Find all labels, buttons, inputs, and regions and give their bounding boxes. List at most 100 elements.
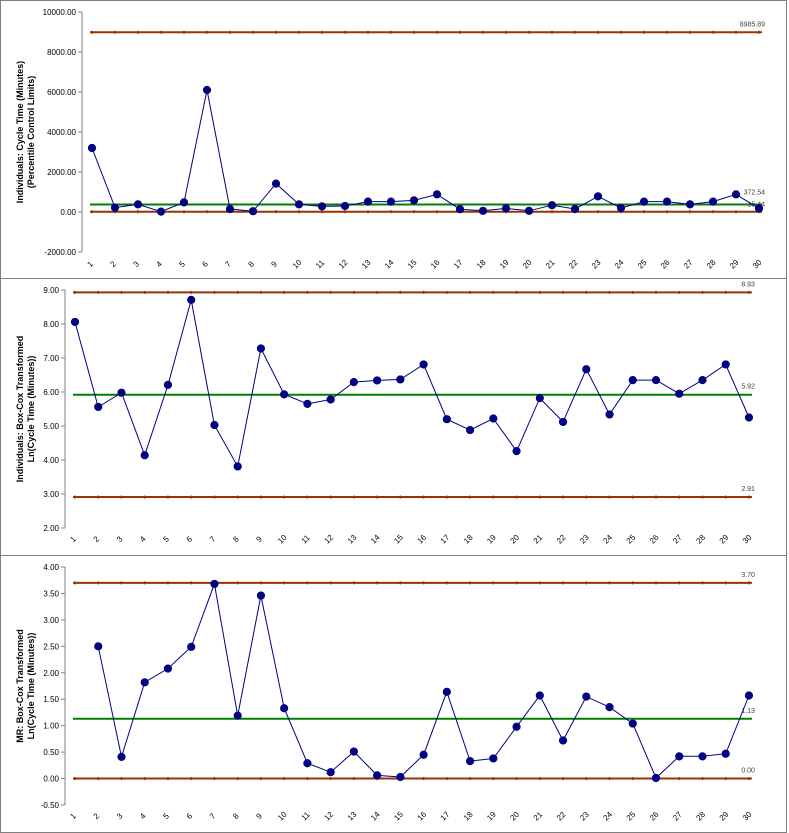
data-point [210,420,219,430]
data-point [512,447,521,456]
x-tick-label: 6 [185,811,195,821]
y-axis-title: Individuals: Cycle Time (Minutes) [15,61,25,203]
x-tick-label: 25 [625,810,638,823]
x-tick-label: 2 [92,534,102,544]
x-tick-label: 3 [131,259,141,269]
center-label: 1.13 [741,708,755,715]
x-tick-label: 5 [161,534,171,544]
data-point [179,198,189,207]
data-point [248,207,258,216]
x-tick-label: 14 [369,810,382,823]
y-tick-label: 4.00 [43,563,59,572]
x-tick-label: 19 [485,533,498,546]
data-point [721,749,730,758]
x-tick-label: 15 [392,810,405,823]
x-tick-label: 17 [452,258,465,271]
x-tick-label: 23 [578,810,591,823]
x-tick-label: 23 [578,533,591,546]
y-tick-label: 4.00 [43,456,59,465]
x-tick-label: 9 [254,811,264,821]
data-point [187,295,196,304]
data-point [708,197,718,206]
data-point [233,462,242,471]
data-point [547,201,557,210]
x-tick-label: 6 [185,534,195,544]
data-point [455,205,465,214]
data-point [187,642,196,651]
y-tick-label: 2.00 [43,524,59,533]
x-tick-label: 2 [108,259,118,269]
data-point [489,754,498,763]
data-point [465,425,475,435]
x-tick-label: 22 [555,810,568,823]
x-tick-label: 14 [383,258,396,271]
data-point [639,197,649,206]
x-tick-label: 7 [208,811,218,821]
y-axis-title: MR: Box-Cox Transformed [15,629,25,743]
x-tick-label: 16 [429,258,442,271]
y-tick-label: 3.50 [43,589,59,598]
data-point [442,415,451,424]
data-point [419,750,428,759]
data-point [117,388,126,397]
x-tick-label: 4 [154,259,164,269]
y-tick-label: 7.00 [43,354,59,363]
data-point [225,204,235,214]
y-axis-title: (Percentile Control Limits) [26,76,36,189]
x-tick-label: 14 [369,533,382,546]
data-point [294,200,304,209]
x-tick-label: 21 [532,533,545,546]
data-point [117,752,126,761]
y-axis-title: Individuals: Box-Cox Transformed [15,336,25,483]
data-point [651,376,661,385]
data-point [317,202,327,211]
center-label: 5.92 [741,384,755,391]
y-tick-label: 6.00 [43,388,59,397]
data-point [280,390,289,399]
data-point [110,203,120,212]
data-point [202,85,212,95]
lcl-label: 2.91 [741,486,755,493]
data-point [340,201,350,211]
ucl-label: 3.70 [741,572,755,579]
data-point [70,317,80,327]
data-point [210,579,219,589]
data-point [373,771,382,780]
y-axis-title: Ln(Cycle Time (Minutes)) [26,356,36,463]
data-point [524,206,534,215]
y-tick-label: 5.00 [43,422,59,431]
y-tick-label: 0.50 [43,748,59,757]
data-point [349,378,358,387]
x-tick-label: 17 [439,810,452,823]
ucl-label: 8.93 [741,281,755,288]
data-point [628,719,637,728]
x-tick-label: 19 [485,810,498,823]
y-tick-label: 1.50 [43,695,59,704]
x-tick-label: 25 [636,258,649,271]
x-tick-label: 28 [694,533,707,546]
data-point [156,207,166,216]
individuals-transformed-chart-panel: 2.00 3.00 4.00 5.00 6.00 7.00 8.00 9.00 Individu… [0,278,787,556]
x-tick-label: 18 [462,810,475,823]
x-tick-label: 16 [416,533,429,546]
x-tick-label: 7 [208,534,218,544]
data-point [685,200,695,209]
x-tick-label: 13 [346,533,359,546]
data-point [628,376,637,385]
data-point [698,376,707,385]
x-tick-label: 12 [323,810,336,823]
individuals-raw-chart-panel: -2000.00 0.00 2000.00 4000.00 6000.00 8000.00… [0,0,787,279]
x-tick-label: 1 [68,534,78,544]
data-point [535,691,544,700]
ucl-label: 8985.89 [740,21,765,28]
x-tick-label: 10 [291,258,304,271]
lcl-label: 15.44 [747,202,765,209]
x-tick-label: 4 [138,811,148,821]
x-tick-label: 30 [741,810,754,823]
x-tick-label: 20 [521,258,534,271]
data-point [754,204,764,213]
x-tick-label: 16 [416,810,429,823]
data-point [303,759,312,768]
x-tick-label: 13 [346,810,359,823]
data-point [698,752,707,761]
